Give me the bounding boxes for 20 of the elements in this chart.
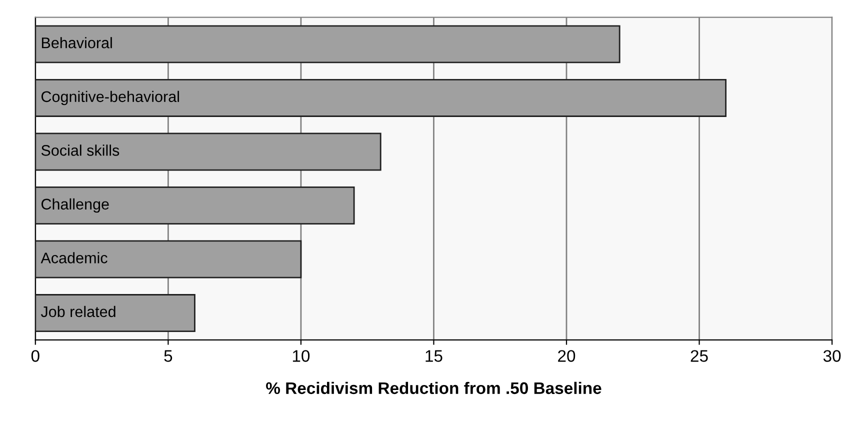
bar	[35, 25, 620, 64]
x-tick-label: 20	[558, 350, 576, 362]
y-tick-label: Challenge	[41, 198, 109, 213]
y-tick-label: Cognitive-behavioral	[41, 90, 179, 106]
y-tick-label: Job related	[40, 306, 116, 318]
x-tick-label: 25	[690, 350, 708, 362]
x-tick-label: 0	[31, 350, 40, 362]
x-tick-label: 30	[823, 350, 841, 362]
x-tick-label: 10	[292, 350, 310, 362]
x-axis-title: % Recidivism Reduction from .50 Baseline	[266, 382, 602, 394]
y-tick-label: Academic	[40, 252, 108, 264]
y-tick-label: Behavioral	[42, 37, 112, 48]
x-tick-label: 5	[164, 350, 172, 362]
y-tick-label: Social skills	[41, 144, 120, 156]
bar	[35, 186, 355, 224]
bar	[35, 294, 196, 332]
bar	[35, 132, 382, 171]
bar	[35, 240, 302, 278]
bar	[35, 78, 727, 117]
x-tick-label: 15	[426, 350, 442, 362]
